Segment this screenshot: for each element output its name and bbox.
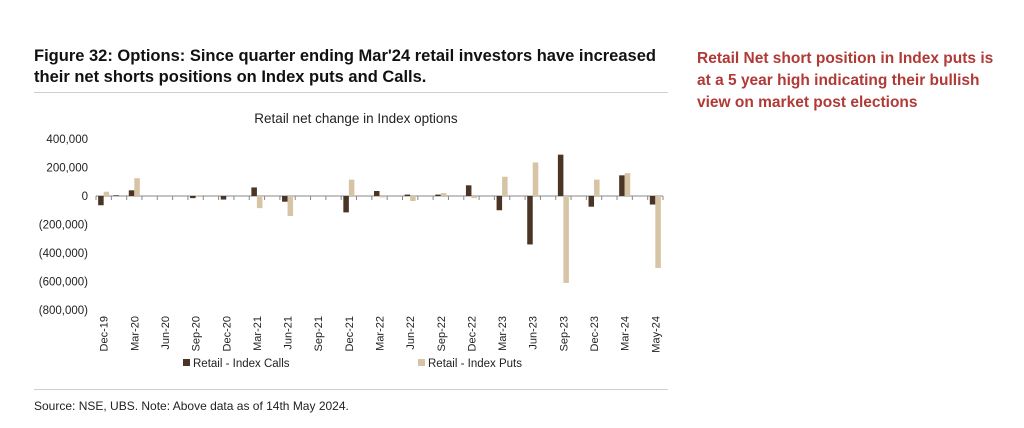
legend: Retail - Index Calls Retail - Index Puts <box>183 358 522 370</box>
calls-bar <box>435 194 441 196</box>
calls-bar <box>619 175 625 196</box>
figure-title: Figure 32: Options: Since quarter ending… <box>34 47 656 86</box>
puts-bar <box>440 193 447 196</box>
x-tick-label: Dec-23 <box>589 316 601 351</box>
bar-series-group <box>98 154 661 283</box>
x-tick-label: Sep-21 <box>313 316 325 351</box>
puts-bar <box>348 179 355 196</box>
x-tick-label: Dec-21 <box>344 316 356 351</box>
calls-bar <box>373 191 380 196</box>
x-tick-label: Mar-24 <box>620 316 632 351</box>
puts-bar <box>134 178 140 196</box>
x-tick-label: Dec-22 <box>466 316 478 351</box>
calls-bar <box>190 196 196 199</box>
x-tick-label: Jun-23 <box>528 316 540 350</box>
puts-bar <box>624 173 631 196</box>
puts-bar <box>563 196 569 283</box>
calls-bar <box>496 196 503 211</box>
puts-bar <box>410 196 416 201</box>
calls-bar <box>220 196 227 200</box>
x-tick-label: Sep-23 <box>558 316 570 351</box>
puts-bar <box>502 176 508 196</box>
chart-title: Retail net change in Index options <box>254 111 458 126</box>
calls-bar <box>404 194 411 196</box>
puts-bar <box>594 179 600 196</box>
legend-label: Retail - Index Puts <box>428 358 522 370</box>
x-tick-label: Jun-22 <box>405 316 417 350</box>
calls-bar <box>343 196 349 213</box>
puts-bar <box>532 162 539 196</box>
calls-bar <box>527 196 533 245</box>
calls-bar <box>588 196 595 207</box>
calls-bar <box>251 187 257 196</box>
x-tick-label: Jun-20 <box>160 316 172 350</box>
side-note: Retail Net short position in Index puts … <box>697 50 994 111</box>
calls-bar <box>557 154 564 196</box>
y-tick-label: 200,000 <box>46 163 88 175</box>
y-tick-label: 400,000 <box>46 134 88 146</box>
y-tick-label: (600,000) <box>39 277 88 289</box>
calls-bar <box>282 196 288 202</box>
calls-bar <box>465 185 472 196</box>
calls-bar <box>649 196 656 205</box>
puts-bar <box>195 195 202 196</box>
x-tick-label: Sep-20 <box>191 316 203 351</box>
puts-bar <box>655 196 661 268</box>
x-tick-label: Mar-22 <box>375 316 387 351</box>
x-tick-label: Sep-22 <box>436 316 448 351</box>
legend-swatch <box>418 359 425 366</box>
puts-bar <box>471 196 477 199</box>
x-tick-label: Mar-23 <box>497 316 509 351</box>
y-tick-label: (200,000) <box>39 220 88 232</box>
puts-bar <box>379 196 386 198</box>
puts-bar <box>103 191 110 196</box>
x-tick-label: Mar-21 <box>252 316 264 351</box>
x-tick-label: Jun-21 <box>283 316 295 350</box>
puts-bar <box>287 196 294 216</box>
source-note: Source: NSE, UBS. Note: Above data as of… <box>34 399 349 413</box>
x-tick-label: May-24 <box>650 316 662 353</box>
x-tick-label: Dec-19 <box>99 316 111 351</box>
options-bar-chart: Retail net change in Index options 400,0… <box>39 111 664 370</box>
x-axis: Dec-19 Mar-20 Jun-20 Sep-20 Dec-20 Mar-21 Jun-… <box>95 195 664 353</box>
y-tick-label: (400,000) <box>39 248 88 260</box>
x-tick-label: Dec-20 <box>221 316 233 351</box>
calls-bar <box>98 196 104 206</box>
calls-bar <box>128 190 135 196</box>
x-tick-label: Mar-20 <box>129 316 141 351</box>
y-tick-label: (800,000) <box>39 305 88 317</box>
puts-bar <box>256 196 263 209</box>
y-tick-label: 0 <box>82 191 88 203</box>
legend-swatch <box>183 359 190 366</box>
legend-label: Retail - Index Calls <box>193 358 290 370</box>
calls-bar <box>113 195 119 196</box>
y-axis: 400,000 200,000 0 (200,000) (400,000) (600,00… <box>39 134 88 317</box>
divider-top <box>34 92 668 93</box>
divider-bottom <box>34 389 668 390</box>
